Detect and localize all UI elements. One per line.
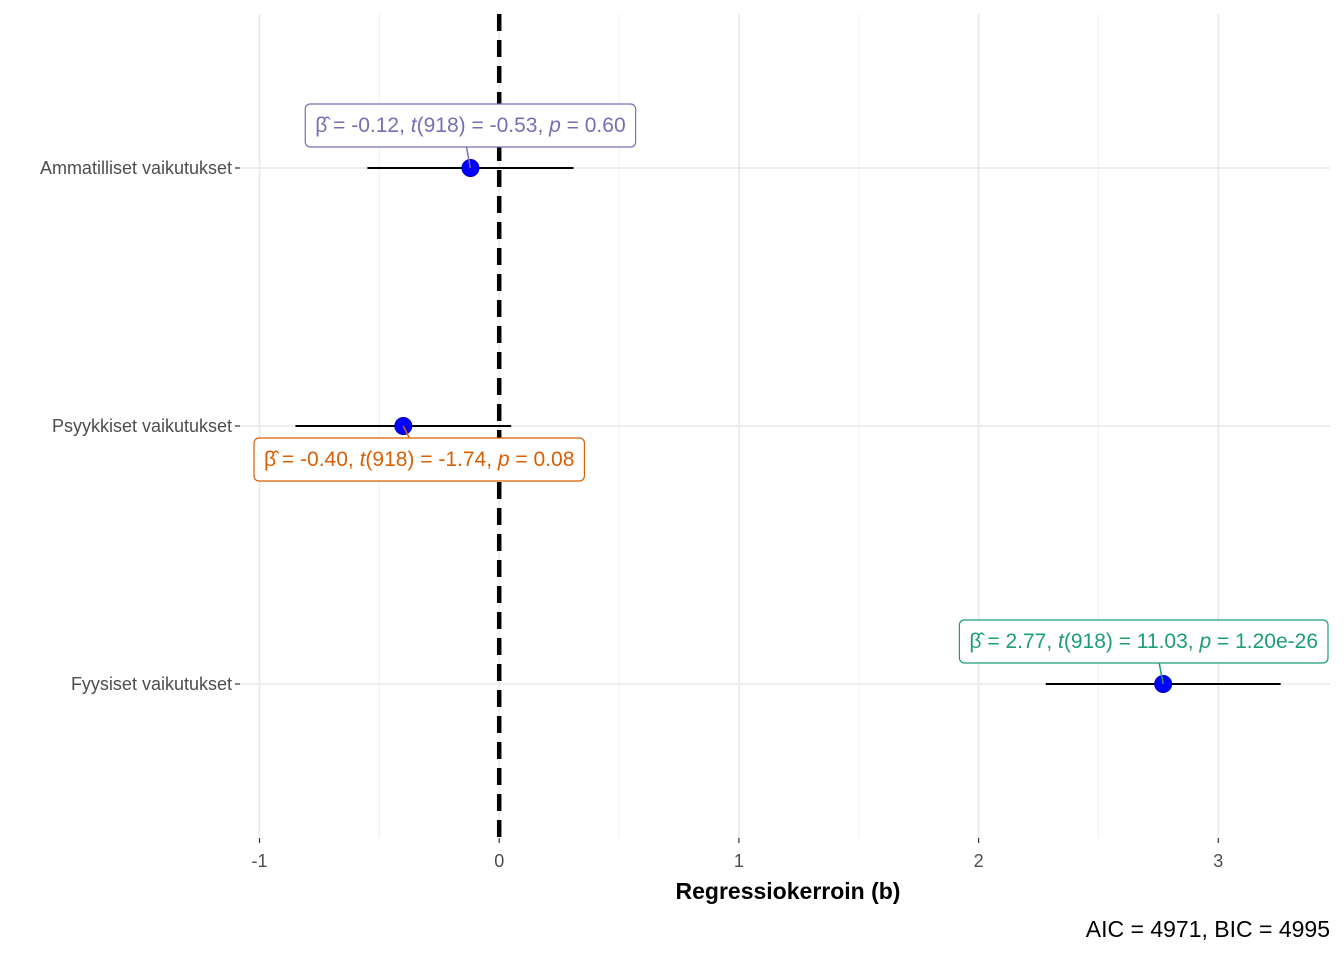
x-tick-label: 0 (494, 851, 504, 871)
estimate-annotation-text: β̂ = -0.40, t(918) = -1.74, p = 0.08 (264, 448, 574, 471)
estimate-annotation-box (304, 103, 637, 148)
estimate-annotation-box (958, 619, 1329, 664)
annotation-segment: β̂ (315, 114, 331, 137)
annotation-leader-line (465, 146, 472, 169)
annotation-leader-line (1158, 662, 1164, 685)
x-tick-label: 1 (734, 851, 744, 871)
annotation-segment: t (360, 448, 367, 471)
x-tick-label: 3 (1213, 851, 1223, 871)
estimate-annotation-text: β̂ = -0.12, t(918) = -0.53, p = 0.60 (315, 114, 625, 137)
annotation-leader-line (402, 425, 410, 439)
annotation-segment: = -0.40, (276, 448, 359, 471)
annotation-layer: β̂ = -0.12, t(918) = -0.53, p = 0.60β̂ =… (253, 103, 1329, 685)
annotation-segment: p (548, 114, 561, 137)
estimate-annotation: β̂ = -0.12, t(918) = -0.53, p = 0.60 (304, 103, 637, 169)
estimate-annotation: β̂ = -0.40, t(918) = -1.74, p = 0.08 (253, 425, 586, 482)
x-axis-title: Regressiokerroin (b) (676, 878, 901, 904)
y-tick-label: Fyysiset vaikutukset (71, 674, 232, 694)
estimate-annotation: β̂ = 2.77, t(918) = 11.03, p = 1.20e-26 (958, 619, 1329, 685)
annotation-segment: t (411, 114, 418, 137)
y-tick-label: Psyykkiset vaikutukset (52, 416, 232, 436)
annotation-segment: = 1.20e-26 (1211, 630, 1318, 653)
y-tick-label: Ammatilliset vaikutukset (40, 158, 232, 178)
x-tick-label: 2 (974, 851, 984, 871)
annotation-segment: = 2.77, (982, 630, 1058, 653)
estimate-annotation-box (253, 437, 586, 482)
annotation-segment: β̂ (969, 630, 985, 653)
annotation-segment: = -0.12, (327, 114, 410, 137)
annotation-segment: (918) = -1.74, (365, 448, 498, 471)
estimate-annotation-text: β̂ = 2.77, t(918) = 11.03, p = 1.20e-26 (969, 630, 1318, 653)
annotation-segment: t (1058, 630, 1065, 653)
annotation-segment: = 0.08 (510, 448, 575, 471)
annotation-segment: = 0.60 (561, 114, 626, 137)
axis-layer: -1 0 1 2 3 Ammatilliset vaikutukset Psyykkiset… (40, 158, 1223, 871)
annotation-segment: β̂ (264, 448, 280, 471)
annotation-segment: (918) = -0.53, (417, 114, 550, 137)
annotation-segment: p (1198, 630, 1211, 653)
annotation-segment: (918) = 11.03, (1064, 630, 1200, 653)
model-fit-caption: AIC = 4971, BIC = 4995 (1086, 916, 1330, 942)
x-tick-label: -1 (251, 851, 267, 871)
annotation-segment: p (497, 448, 510, 471)
